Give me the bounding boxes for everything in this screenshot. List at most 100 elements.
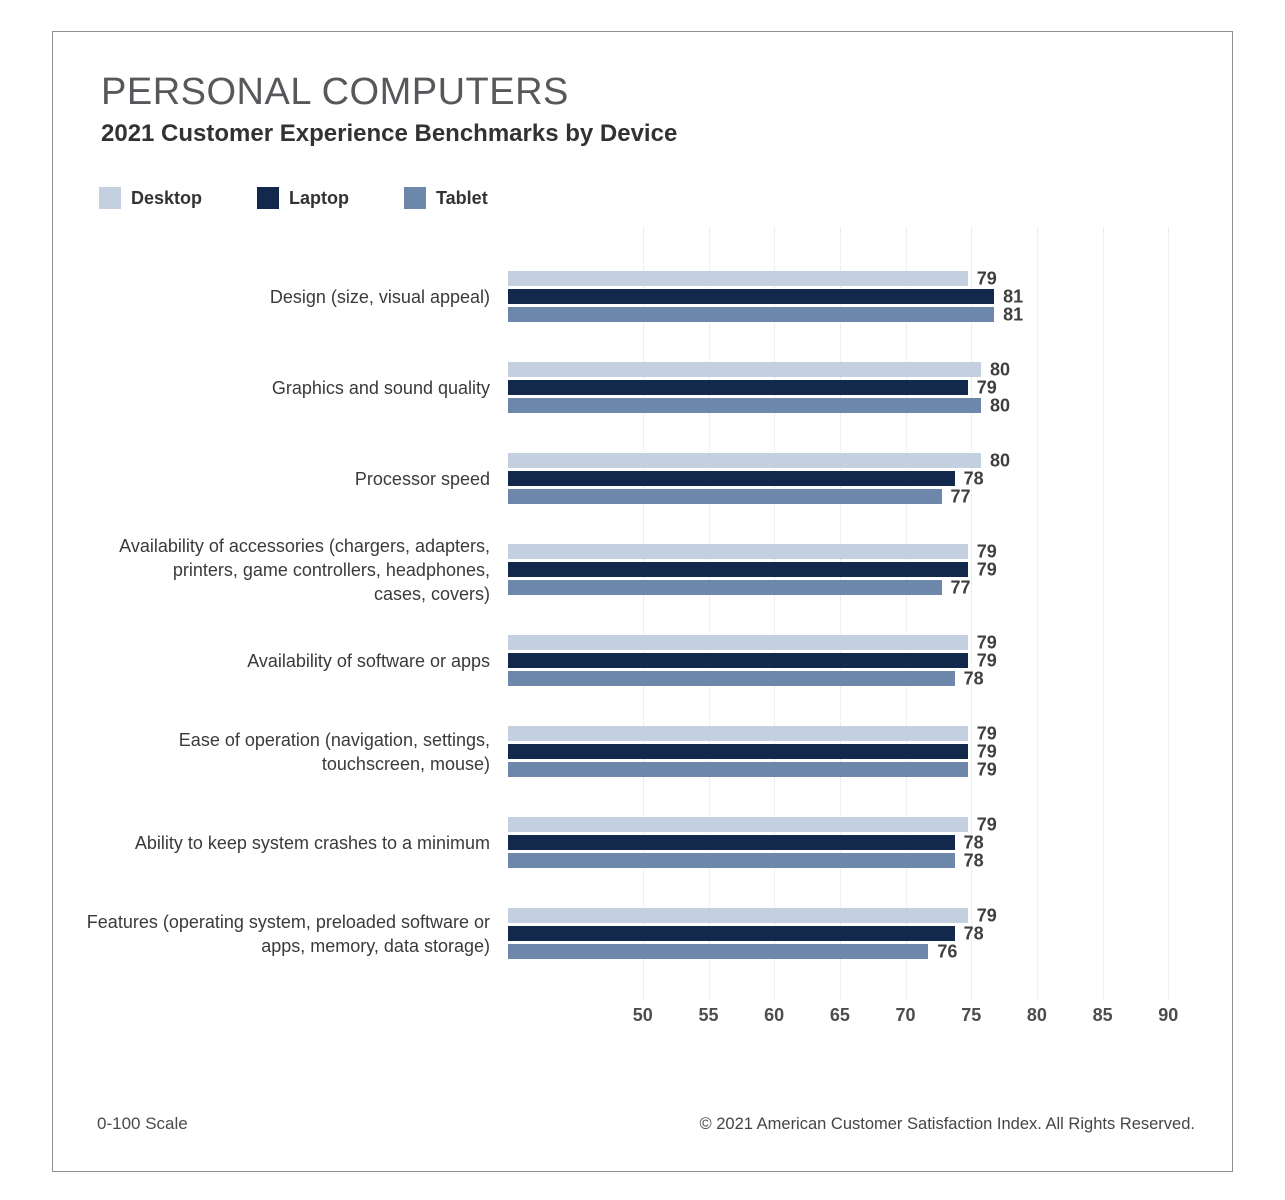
bar-line: 79 [508,559,1178,579]
bar-line: 76 [508,941,1178,961]
bar-line: 81 [508,286,1178,306]
bar-line: 78 [508,468,1178,488]
chart-subtitle: 2021 Customer Experience Benchmarks by D… [101,120,678,147]
bar-value-label: 79 [976,759,997,779]
bar-desktop: 79 [508,814,997,834]
scale-note: 0-100 Scale [97,1114,188,1133]
bar-line: 80 [508,359,1178,379]
bar-line: 79 [508,268,1178,288]
bar-value-label: 78 [963,832,984,852]
bar-stack: 79 79 78 [508,632,1178,688]
gridline-70 [905,228,907,1000]
legend-item-tablet: Tablet [404,187,488,209]
bar-line: 79 [508,541,1178,561]
legend-item-desktop: Desktop [99,187,202,209]
bar-value-label: 79 [976,814,997,834]
bar-desktop: 79 [508,632,997,652]
bar-line: 78 [508,850,1178,870]
bar-line: 80 [508,395,1178,415]
gridline-65 [839,228,841,1000]
bar-tablet: 78 [508,850,984,870]
category-label: Features (operating system, preloaded so… [86,911,490,956]
category-group: Features (operating system, preloaded so… [53,905,1234,961]
category-label: Availability of software or apps [247,650,490,671]
bar-tablet: 77 [508,486,971,506]
bar-desktop: 80 [508,359,1010,379]
bar-line: 79 [508,905,1178,925]
bar-stack: 79 78 78 [508,814,1178,870]
bar-value-label: 79 [976,723,997,743]
bar-value-label: 78 [963,923,984,943]
x-tick-label: 90 [1158,1005,1179,1025]
bar-value-label: 79 [976,741,997,761]
bar-value-label: 80 [989,359,1010,379]
bar-stack: 79 79 77 [508,541,1178,597]
legend-swatch-laptop-icon [257,187,280,209]
category-group: Graphics and sound quality 80 79 80 [53,359,1234,415]
x-tick-label: 65 [829,1005,850,1025]
bar-value-label: 79 [976,377,997,397]
bar-desktop: 79 [508,541,997,561]
category-group: Processor speed 80 78 77 [53,450,1234,506]
bar-line: 81 [508,304,1178,324]
legend-label: Laptop [289,187,350,208]
category-label: Availability of accessories (chargers, a… [119,535,490,604]
bar-value-label: 78 [963,850,984,870]
bar-value-label: 80 [989,395,1010,415]
bar-line: 79 [508,759,1178,779]
x-tick-label: 50 [632,1005,653,1025]
bar-stack: 80 78 77 [508,450,1178,506]
category-group: Design (size, visual appeal) 79 81 81 [53,268,1234,324]
bar-desktop: 79 [508,268,997,288]
legend: Desktop Laptop Tablet [99,187,488,209]
legend-swatch-tablet-icon [404,187,427,209]
legend-label: Desktop [131,187,203,208]
bar-line: 77 [508,577,1178,597]
x-tick-label: 55 [698,1005,719,1025]
bar-value-label: 79 [976,905,997,925]
gridline-75 [971,228,973,1000]
chart-title: PERSONAL COMPUTERS [101,71,569,113]
bar-value-label: 79 [976,541,997,561]
bar-value-label: 80 [989,450,1010,470]
bar-desktop: 80 [508,450,1010,470]
category-label: Design (size, visual appeal) [269,286,490,307]
bar-laptop: 78 [508,468,984,488]
bar-stack: 79 81 81 [508,268,1178,324]
category-label: Ease of operation (navigation, settings,… [178,729,490,774]
x-tick-label: 80 [1026,1005,1047,1025]
bar-laptop: 79 [508,559,997,579]
bar-tablet: 81 [508,304,1023,324]
bar-value-label: 77 [950,577,971,597]
category-label: Ability to keep system crashes to a mini… [134,832,490,853]
bar-line: 78 [508,923,1178,943]
bar-line: 79 [508,650,1178,670]
x-axis: 50 55 60 65 70 75 80 85 90 [564,1005,1234,1029]
bar-line: 80 [508,450,1178,470]
chart-area: Design (size, visual appeal) 79 81 81 Graphi… [53,268,1234,961]
bar-line: 77 [508,486,1178,506]
bar-tablet: 79 [508,759,997,779]
bar-desktop: 79 [508,905,997,925]
bar-stack: 80 79 80 [508,359,1178,415]
bar-tablet: 78 [508,668,984,688]
legend-item-laptop: Laptop [257,187,349,209]
bar-line: 79 [508,741,1178,761]
bar-line: 79 [508,814,1178,834]
category-label: Graphics and sound quality [271,377,490,398]
figure-frame: PERSONAL COMPUTERS 2021 Customer Experie… [52,31,1233,1172]
category-label: Processor speed [354,468,490,489]
legend-swatch-desktop-icon [99,187,121,209]
bar-value-label: 81 [1003,286,1024,306]
plot-grid [564,228,1234,1000]
bar-laptop: 78 [508,923,984,943]
copyright-text: © 2021 American Customer Satisfaction In… [699,1115,1195,1133]
gridline-85 [1102,228,1104,1000]
bar-value-label: 81 [1003,304,1024,324]
category-group: Ability to keep system crashes to a mini… [53,814,1234,870]
bar-stack: 79 79 79 [508,723,1178,779]
bar-value-label: 79 [976,268,997,288]
x-tick-label: 85 [1092,1005,1113,1025]
bar-value-label: 78 [963,668,984,688]
